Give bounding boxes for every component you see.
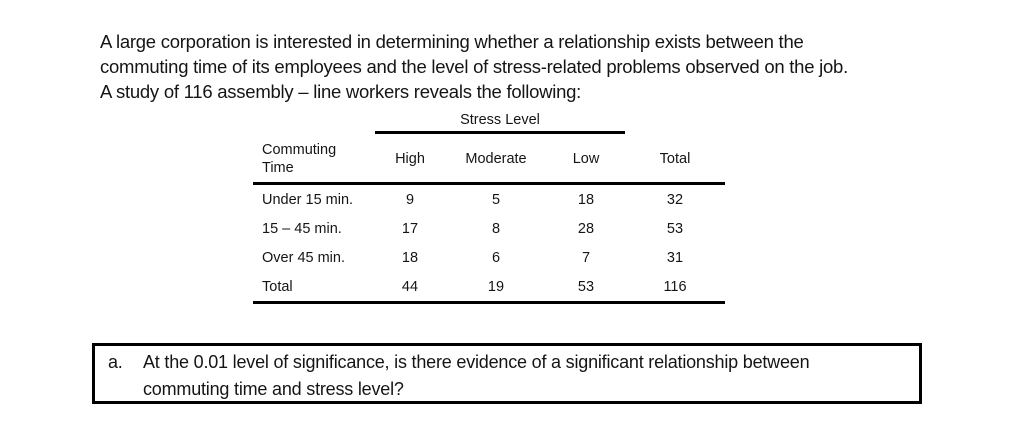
question-text-line-2: commuting time and stress level? bbox=[143, 378, 404, 399]
table-rule-bottom bbox=[253, 301, 725, 304]
cell-value: 18 bbox=[401, 249, 419, 266]
row-label: Under 15 min. bbox=[262, 191, 354, 208]
row-label: Over 45 min. bbox=[262, 249, 345, 266]
problem-statement-line-2: commuting time of its employees and the … bbox=[100, 56, 848, 77]
contingency-table: Stress Level Commuting Time High Moderat… bbox=[253, 112, 725, 304]
cell-value: 9 bbox=[405, 191, 415, 208]
table-row-total: Total 44 19 53 116 bbox=[253, 272, 725, 301]
cell-value: 19 bbox=[487, 278, 505, 295]
cell-value: 5 bbox=[491, 191, 501, 208]
stress-level-spanner-label: Stress Level bbox=[375, 112, 625, 134]
cell-value: 8 bbox=[491, 220, 501, 237]
table-rule-header bbox=[253, 182, 725, 185]
cell-value: 18 bbox=[577, 191, 595, 208]
column-header-moderate: Moderate bbox=[465, 151, 527, 167]
cell-value: 53 bbox=[666, 220, 684, 237]
table-row-over-45-min: Over 45 min. 18 6 7 31 bbox=[253, 243, 725, 272]
table-spanner-row: Stress Level bbox=[253, 112, 725, 134]
column-header-low: Low bbox=[572, 151, 600, 167]
column-header-high: High bbox=[395, 151, 425, 167]
cell-value: 53 bbox=[577, 278, 595, 295]
question-text: At the 0.01 level of significance, is th… bbox=[143, 349, 911, 401]
table-header-row: Commuting Time High Moderate Low Total bbox=[253, 134, 725, 182]
cell-value: 116 bbox=[663, 278, 687, 295]
problem-statement: A large corporation is interested in det… bbox=[100, 29, 848, 104]
cell-value: 7 bbox=[581, 249, 591, 266]
spanner-spacer-left bbox=[253, 112, 375, 134]
column-header-commuting-time: Commuting Time bbox=[262, 142, 337, 176]
table-row-15-45-min: 15 – 45 min. 17 8 28 53 bbox=[253, 214, 725, 243]
question-text-line-1: At the 0.01 level of significance, is th… bbox=[143, 352, 810, 372]
problem-statement-line-3: A study of 116 assembly – line workers r… bbox=[100, 81, 582, 102]
cell-value: 28 bbox=[577, 220, 595, 237]
row-label: Total bbox=[262, 278, 293, 295]
column-header-total: Total bbox=[659, 151, 691, 167]
table-row-under-15-min: Under 15 min. 9 5 18 32 bbox=[253, 185, 725, 214]
cell-value: 6 bbox=[491, 249, 501, 266]
spanner-spacer-right bbox=[625, 112, 725, 134]
cell-value: 32 bbox=[666, 191, 684, 208]
cell-value: 44 bbox=[401, 278, 419, 295]
cell-value: 17 bbox=[401, 220, 419, 237]
problem-statement-line-1: A large corporation is interested in det… bbox=[100, 31, 804, 52]
row-label: 15 – 45 min. bbox=[262, 220, 342, 237]
question-item-label: a. bbox=[108, 352, 123, 372]
question-box: a. At the 0.01 level of significance, is… bbox=[92, 343, 922, 404]
cell-value: 31 bbox=[666, 249, 684, 266]
